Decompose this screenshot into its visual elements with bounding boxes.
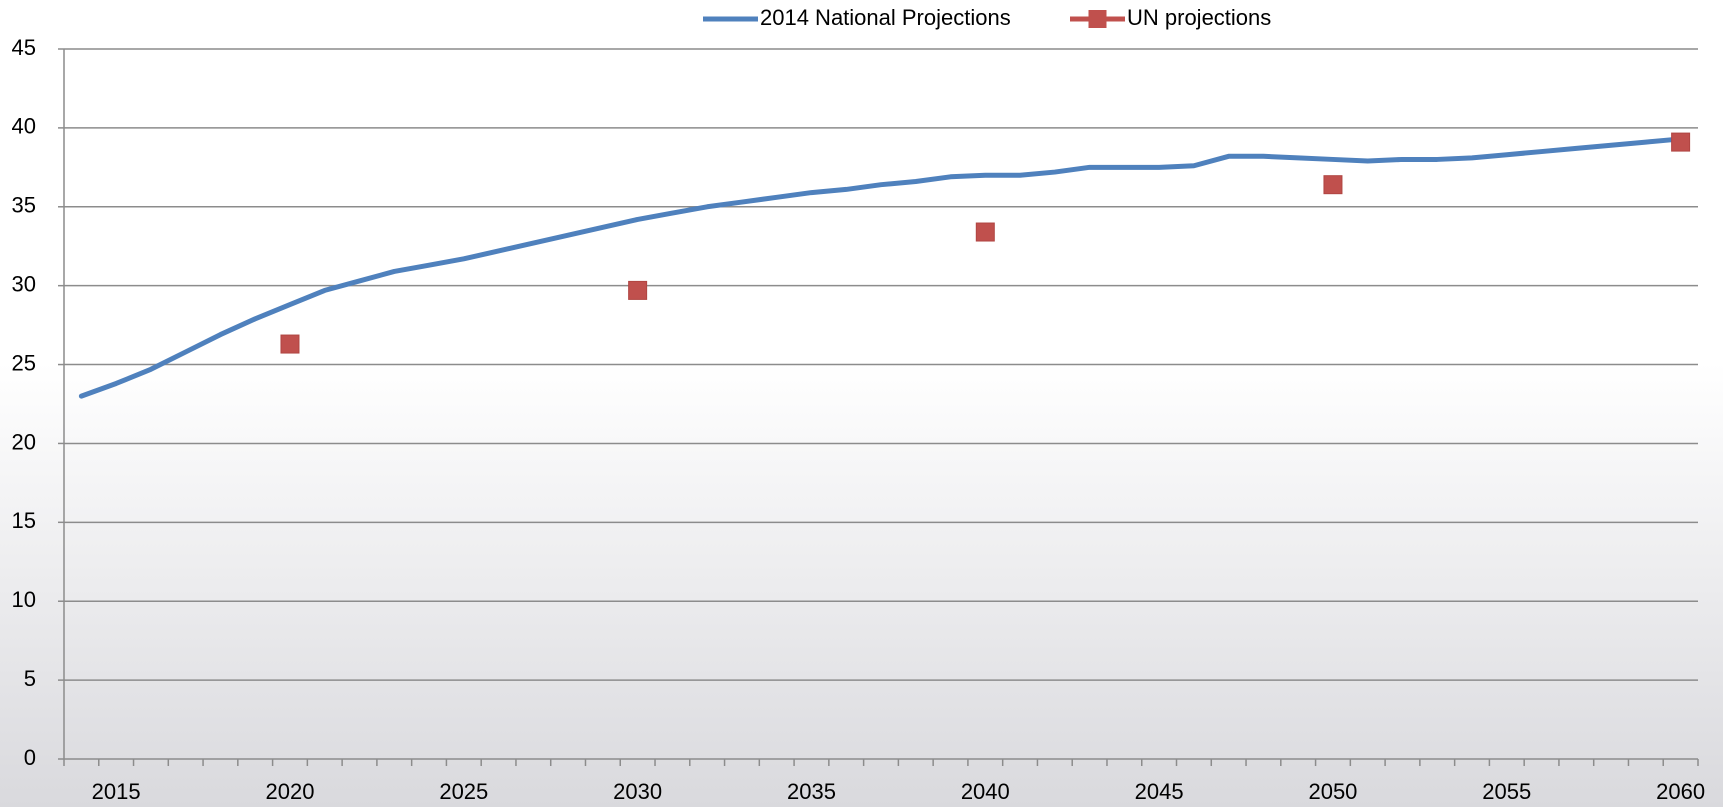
legend-marker <box>1088 10 1107 28</box>
y-tick-label: 25 <box>12 350 36 375</box>
series-line <box>78 136 1684 399</box>
x-tick-label: 2055 <box>1482 779 1531 804</box>
marker <box>1323 175 1343 195</box>
marker <box>975 222 995 242</box>
y-tick-label: 0 <box>24 745 36 770</box>
y-tick-label: 35 <box>12 193 36 218</box>
y-tick-label: 5 <box>24 666 36 691</box>
legend-label: UN projections <box>1127 5 1271 30</box>
x-tick-label: 2040 <box>961 779 1010 804</box>
y-tick-label: 30 <box>12 271 36 296</box>
x-tick-label: 2060 <box>1656 779 1705 804</box>
marker <box>1671 132 1691 152</box>
y-tick-label: 45 <box>12 35 36 60</box>
x-tick-label: 2025 <box>439 779 488 804</box>
marker <box>280 334 300 354</box>
x-tick-label: 2030 <box>613 779 662 804</box>
x-tick-label: 2020 <box>266 779 315 804</box>
y-tick-label: 15 <box>12 508 36 533</box>
legend-label: 2014 National Projections <box>760 5 1011 30</box>
x-tick-label: 2045 <box>1135 779 1184 804</box>
marker <box>628 280 648 300</box>
y-tick-label: 20 <box>12 429 36 454</box>
x-tick-label: 2015 <box>92 779 141 804</box>
y-tick-label: 40 <box>12 114 36 139</box>
x-tick-label: 2035 <box>787 779 836 804</box>
x-tick-label: 2050 <box>1308 779 1357 804</box>
y-tick-label: 10 <box>12 587 36 612</box>
